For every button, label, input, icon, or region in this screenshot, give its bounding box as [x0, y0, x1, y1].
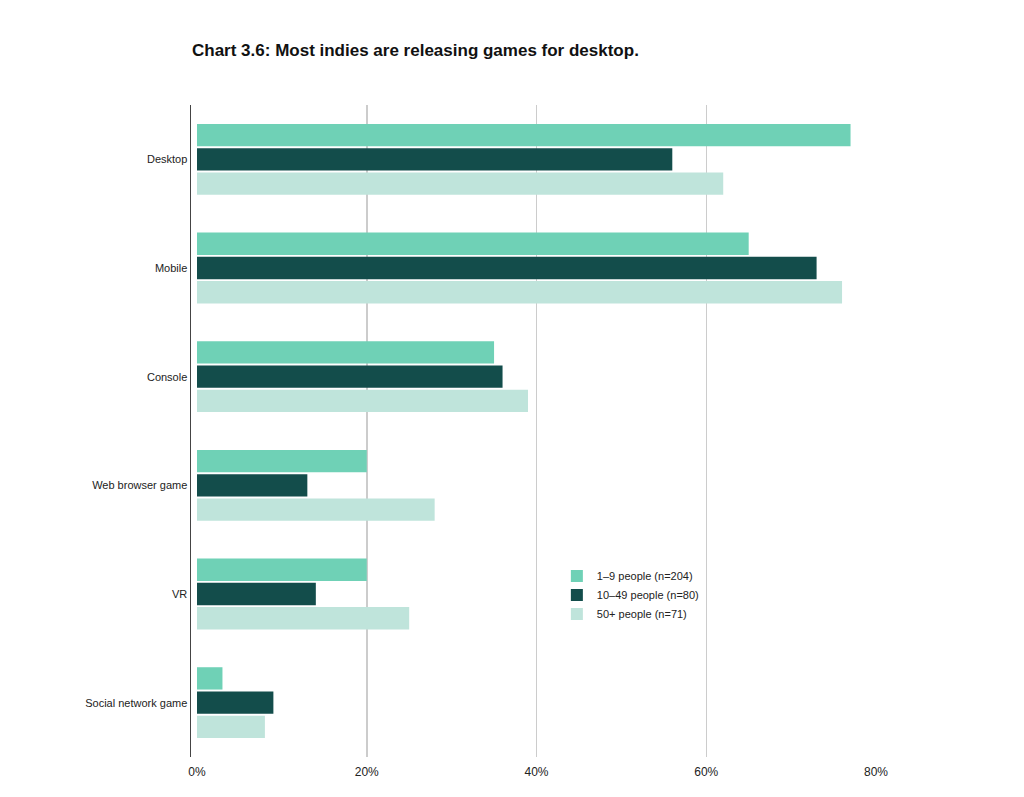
svg-text:40%: 40% — [524, 765, 548, 779]
svg-text:80%: 80% — [864, 765, 888, 779]
svg-text:20%: 20% — [355, 765, 379, 779]
svg-text:Mobile: Mobile — [155, 262, 187, 274]
svg-text:Desktop: Desktop — [147, 153, 187, 165]
svg-text:Social network game: Social network game — [85, 697, 187, 709]
svg-text:60%: 60% — [694, 765, 718, 779]
svg-text:Console: Console — [147, 371, 187, 383]
svg-text:0%: 0% — [188, 765, 206, 779]
svg-text:Web browser game: Web browser game — [92, 479, 187, 491]
svg-text:Chart 3.6: Most indies are rel: Chart 3.6: Most indies are releasing gam… — [192, 41, 639, 60]
svg-text:50+ people (n=71): 50+ people (n=71) — [597, 608, 687, 620]
svg-text:VR: VR — [172, 588, 187, 600]
svg-text:10–49 people (n=80): 10–49 people (n=80) — [597, 589, 699, 601]
svg-text:1–9 people (n=204): 1–9 people (n=204) — [597, 570, 693, 582]
